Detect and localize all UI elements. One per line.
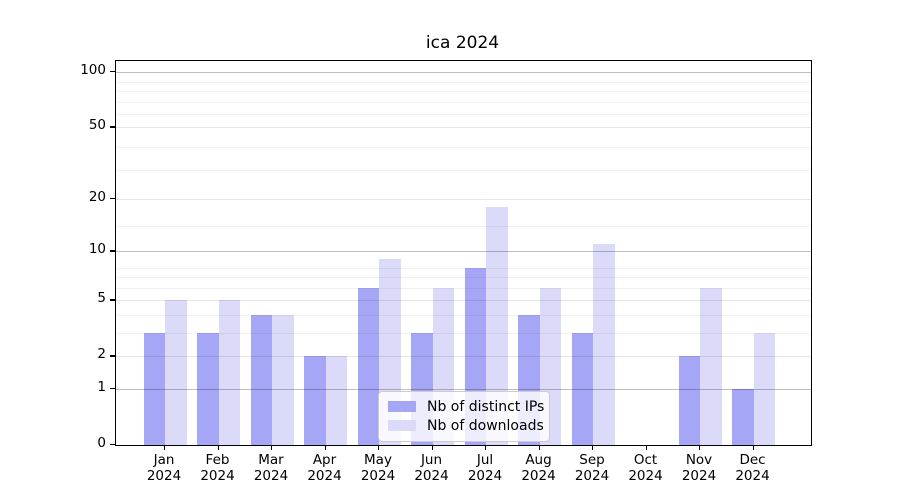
x-axis-tick — [538, 445, 540, 450]
x-axis-tick-label: Jul 2024 — [467, 452, 503, 484]
x-axis-tick — [378, 445, 380, 450]
y-axis-tick-label: 5 — [97, 290, 106, 307]
x-axis-tick — [217, 445, 219, 450]
x-axis-tick — [431, 445, 433, 450]
bar-distinct-ips — [678, 356, 700, 445]
gridline-50 — [116, 127, 811, 129]
minor-gridline — [116, 267, 811, 269]
y-axis-tick-label: 1 — [97, 379, 106, 395]
x-axis-tick-label: Oct 2024 — [628, 452, 663, 484]
x-axis-tick-label: Jan 2024 — [146, 452, 182, 484]
minor-gridline — [116, 147, 811, 148]
bar-distinct-ips — [304, 356, 326, 445]
gridline-5 — [116, 300, 811, 302]
bar-downloads — [486, 207, 508, 445]
x-axis-tick-label: Dec 2024 — [735, 452, 770, 484]
y-axis-tick — [110, 126, 115, 128]
plot-area: Nb of distinct IPs Nb of downloads — [115, 60, 812, 446]
y-axis-tick — [110, 250, 115, 252]
gridline-100 — [116, 72, 811, 74]
y-axis-tick — [110, 388, 115, 390]
minor-gridline — [116, 170, 811, 172]
y-axis-tick-label: 10 — [88, 241, 106, 258]
minor-gridline — [116, 226, 811, 228]
x-axis-tick — [752, 445, 754, 450]
x-axis-tick-label: Aug 2024 — [521, 452, 556, 484]
minor-gridline — [116, 333, 811, 334]
bar-distinct-ips — [197, 333, 219, 445]
x-axis-tick — [592, 445, 594, 450]
x-axis-tick-label: Nov 2024 — [681, 452, 717, 484]
bar-downloads — [700, 287, 722, 445]
bar-downloads — [593, 244, 615, 445]
x-axis-tick-label: Mar 2024 — [253, 452, 289, 484]
y-axis-tick — [110, 444, 115, 446]
y-axis-tick-label: 20 — [88, 189, 106, 206]
bar-downloads — [325, 356, 347, 445]
bar-distinct-ips — [571, 333, 593, 445]
minor-gridline — [116, 91, 811, 92]
y-axis-tick — [110, 299, 115, 301]
x-axis-tick — [645, 445, 647, 450]
legend-label-distinct-ips: Nb of distinct IPs — [427, 398, 545, 415]
x-axis-tick-label: Feb 2024 — [200, 452, 235, 484]
x-axis-tick-label: May 2024 — [360, 452, 396, 484]
bar-distinct-ips — [250, 315, 272, 445]
minor-gridline — [116, 315, 811, 316]
bar-distinct-ips — [143, 333, 165, 445]
bar-downloads — [753, 333, 775, 445]
x-axis-tick — [699, 445, 701, 450]
gridline-2 — [116, 356, 811, 358]
y-axis-tick — [110, 198, 115, 200]
x-axis-tick-label: Sep 2024 — [574, 452, 610, 484]
x-axis-tick — [164, 445, 166, 450]
legend-item-downloads: Nb of downloads — [388, 416, 544, 435]
x-axis-tick-label: Apr 2024 — [307, 452, 342, 484]
chart-title: ica 2024 — [425, 33, 500, 53]
legend: Nb of distinct IPs Nb of downloads — [378, 391, 550, 442]
legend-item-distinct-ips: Nb of distinct IPs — [388, 397, 545, 416]
gridline-20 — [116, 199, 811, 201]
minor-gridline — [116, 101, 811, 103]
bar-downloads — [165, 300, 187, 445]
legend-swatch-downloads — [388, 420, 416, 431]
legend-swatch-distinct-ips — [388, 401, 416, 412]
y-axis-tick — [110, 71, 115, 73]
y-axis-tick-label: 2 — [97, 346, 106, 363]
x-axis-tick — [485, 445, 487, 450]
minor-gridline — [116, 81, 811, 83]
bar-distinct-ips — [357, 287, 379, 445]
x-axis-tick — [324, 445, 326, 450]
y-axis-tick-label: 0 — [97, 435, 106, 451]
minor-gridline — [116, 287, 811, 289]
y-axis-tick-label: 100 — [80, 62, 106, 79]
bar-downloads — [272, 315, 294, 445]
bar-downloads — [218, 300, 240, 445]
y-axis-tick-label: 50 — [88, 117, 106, 134]
y-axis-tick — [110, 355, 115, 357]
bar-distinct-ips — [732, 389, 754, 445]
x-axis-tick-label: Jun 2024 — [414, 452, 449, 484]
gridline-10 — [116, 251, 811, 253]
gridline-1 — [116, 389, 811, 390]
minor-gridline — [116, 114, 811, 116]
minor-gridline — [116, 277, 811, 278]
legend-label-downloads: Nb of downloads — [427, 417, 544, 434]
x-axis-tick — [271, 445, 273, 450]
